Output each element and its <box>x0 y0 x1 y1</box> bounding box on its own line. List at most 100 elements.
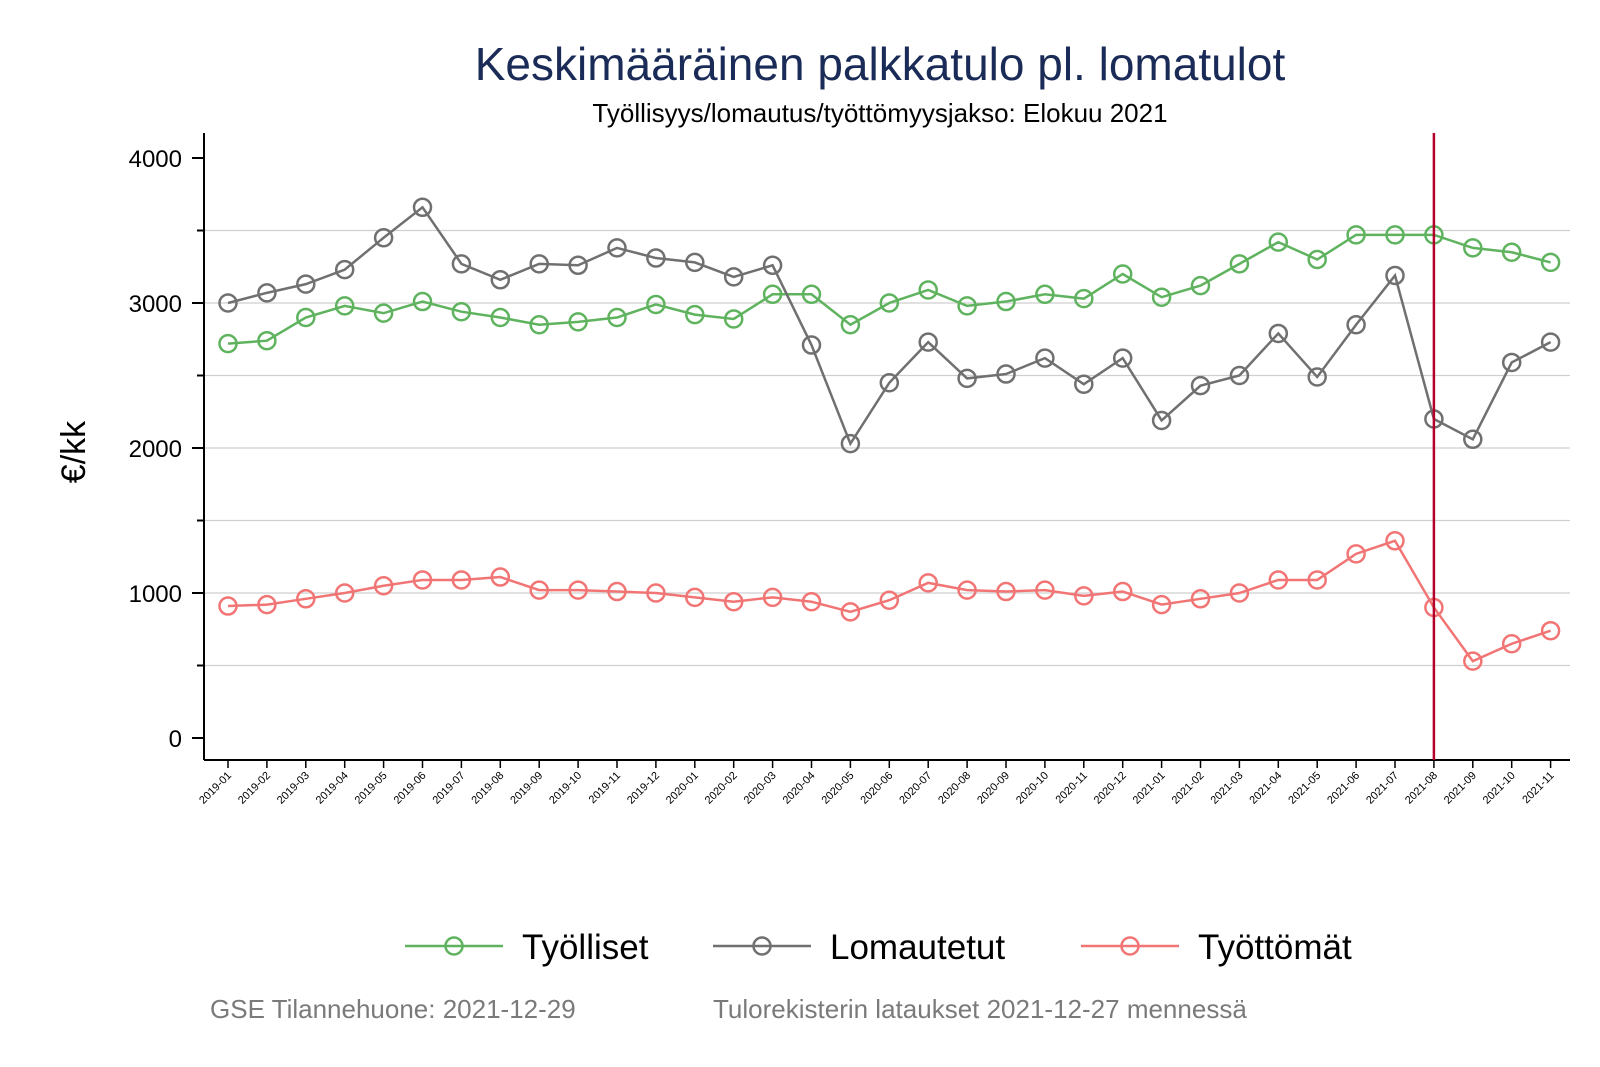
series-2 <box>218 197 1561 454</box>
data-point <box>879 373 900 393</box>
y-tick-label: 2000 <box>129 436 182 463</box>
data-point <box>412 197 433 218</box>
data-point <box>296 274 316 294</box>
data-point <box>1346 315 1366 335</box>
data-point <box>218 293 238 313</box>
x-tick-label: 2019-09 <box>508 770 545 807</box>
x-tick-label: 2019-08 <box>469 770 506 807</box>
data-point <box>296 589 316 609</box>
data-point <box>918 573 938 593</box>
series <box>218 197 1561 671</box>
x-axis: 2019-01 2019-02 2019-03 2019-04 2019-05 2019-… <box>197 759 1570 807</box>
x-tick-label: 2020-02 <box>703 770 740 807</box>
data-point <box>1385 531 1405 551</box>
data-point <box>412 291 433 312</box>
data-point <box>1035 580 1055 600</box>
data-point <box>840 315 861 335</box>
data-point <box>218 333 238 354</box>
data-point <box>957 368 977 389</box>
data-point <box>373 303 394 323</box>
data-point <box>296 307 316 328</box>
data-point <box>257 283 277 303</box>
data-point <box>412 570 433 590</box>
data-point <box>723 267 744 287</box>
x-tick-label: 2020-05 <box>819 770 856 807</box>
data-point <box>257 594 277 615</box>
data-point <box>1385 265 1405 286</box>
data-point <box>762 587 783 608</box>
data-point <box>879 293 900 313</box>
data-point <box>373 576 394 596</box>
data-point <box>1229 254 1250 274</box>
footer-right: Tulorekisterin lataukset 2021-12-27 menn… <box>713 994 1247 1024</box>
data-point <box>801 284 822 305</box>
data-point <box>1307 367 1327 387</box>
y-tick-label: 3000 <box>129 291 182 318</box>
data-point <box>1463 238 1483 258</box>
x-tick-label: 2021-08 <box>1403 770 1440 807</box>
x-tick-label: 2019-02 <box>236 770 273 807</box>
data-point <box>1190 375 1211 396</box>
data-point <box>1268 232 1289 252</box>
legend-item: Lomautetut <box>713 928 1005 967</box>
x-tick-label: 2021-11 <box>1520 770 1556 806</box>
data-point <box>723 309 744 329</box>
data-point <box>1501 242 1522 262</box>
y-axis-label: €/kk <box>55 420 93 483</box>
footer-left: GSE Tilannehuone: 2021-12-29 <box>210 994 576 1024</box>
data-point <box>607 307 627 328</box>
legend-item: Työttömät <box>1081 928 1352 967</box>
data-point <box>1151 410 1172 431</box>
data-point <box>529 254 549 274</box>
data-point <box>334 296 355 316</box>
data-point <box>840 602 861 622</box>
x-tick-label: 2021-03 <box>1208 770 1245 807</box>
data-point <box>646 294 666 315</box>
data-point <box>257 330 277 351</box>
data-point <box>1540 252 1561 273</box>
data-point <box>1307 249 1327 270</box>
x-tick-label: 2019-11 <box>587 770 623 806</box>
data-point <box>451 301 472 322</box>
data-point <box>1151 287 1172 307</box>
data-point <box>1540 620 1561 641</box>
x-tick-label: 2021-07 <box>1364 770 1401 807</box>
data-point <box>1035 348 1055 368</box>
data-point <box>1035 284 1055 305</box>
data-point <box>334 583 355 603</box>
x-tick-label: 2021-01 <box>1131 770 1168 807</box>
x-tick-label: 2021-02 <box>1170 770 1207 807</box>
data-point <box>879 590 900 610</box>
data-point <box>1501 634 1522 654</box>
y-tick-label: 1000 <box>129 581 182 608</box>
data-point <box>607 581 627 602</box>
x-tick-label: 2019-07 <box>430 770 467 807</box>
data-point <box>1463 651 1483 671</box>
x-tick-label: 2021-10 <box>1481 770 1518 807</box>
data-point <box>646 248 666 268</box>
data-point <box>451 254 472 274</box>
x-tick-label: 2020-10 <box>1014 770 1051 807</box>
data-point <box>996 364 1016 384</box>
x-tick-label: 2020-03 <box>742 770 779 807</box>
data-point <box>1151 594 1172 615</box>
data-point <box>1112 264 1133 284</box>
data-point <box>918 332 938 352</box>
legend-item: Työlliset <box>405 928 649 967</box>
y-tick-label: 0 <box>169 726 182 753</box>
x-tick-label: 2021-05 <box>1286 770 1323 807</box>
data-point <box>685 304 705 325</box>
data-point <box>1540 332 1561 352</box>
data-point <box>1112 581 1133 602</box>
x-tick-label: 2020-04 <box>781 770 818 807</box>
data-point <box>568 255 588 276</box>
x-tick-label: 2020-12 <box>1092 770 1129 807</box>
data-point <box>218 596 238 616</box>
data-point <box>762 284 783 305</box>
data-point <box>762 255 783 276</box>
data-point <box>1074 374 1094 394</box>
x-tick-label: 2021-06 <box>1325 770 1362 807</box>
data-point <box>685 252 705 273</box>
data-point <box>490 270 511 290</box>
